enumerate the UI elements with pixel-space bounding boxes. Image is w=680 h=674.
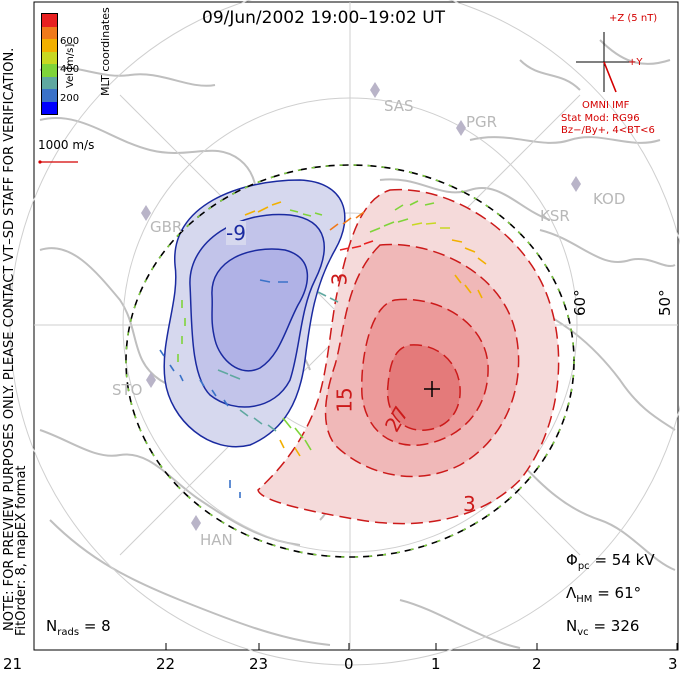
- colorbar-tick-600: 600: [60, 36, 80, 47]
- colorbar-band: [42, 89, 57, 102]
- mlt-label: 21: [3, 655, 23, 673]
- scale-vector-origin: [38, 160, 42, 164]
- colorbar-band: [42, 64, 57, 77]
- mlt-label: 2: [532, 655, 542, 673]
- stat-lambda-hm: ΛHM = 61°: [566, 584, 641, 605]
- imf-model: Stat Mod: RG96: [561, 113, 640, 124]
- velocity-vectors: [159, 200, 487, 498]
- colorbar-tick-200: 200: [60, 93, 80, 104]
- colorbar-band: [42, 39, 57, 52]
- station-label-sto: STO: [112, 381, 143, 399]
- mlt-axis: [33, 643, 678, 650]
- station-label-han: HAN: [200, 531, 233, 549]
- colorbar-band: [42, 26, 57, 39]
- boundary-vectors: [125, 164, 575, 558]
- stat-n-rads-value: = 8: [83, 617, 111, 635]
- mlt-label: 23: [249, 655, 269, 673]
- stat-n-vc-value: = 326: [593, 617, 640, 635]
- stat-lambda-hm-value: = 61°: [597, 584, 642, 602]
- fit-note: FitOrder: 8, mapEX format: [14, 465, 29, 636]
- colorbar-label: Vel [m/s]: [65, 43, 76, 88]
- contour-label-neg: -9: [226, 221, 246, 245]
- station-label-kod: KOD: [593, 190, 626, 208]
- contour-label-pos-tail: 3: [463, 492, 476, 516]
- colorbar-band: [42, 76, 57, 89]
- stat-phi-pc: Φpc = 54 kV: [566, 551, 655, 572]
- colorbar-band: [42, 51, 57, 64]
- colorbar: [41, 13, 58, 115]
- colorbar-tick-400: 400: [60, 64, 80, 75]
- positive-cell: [257, 188, 560, 525]
- station-label-sas: SAS: [384, 97, 414, 115]
- stat-n-vc: Nvc = 326: [566, 617, 639, 638]
- coords-label: MLT coordinates: [99, 7, 112, 96]
- lat-label-60: 60°: [571, 289, 589, 316]
- mlt-label: 1: [431, 655, 441, 673]
- station-label-pgr: PGR: [466, 113, 498, 131]
- imf-y-label: +Y: [628, 57, 643, 68]
- stat-lambda-hm-symbol: ΛHM: [566, 584, 593, 605]
- colorbar-band: [42, 14, 57, 27]
- imf-z-label: +Z (5 nT): [609, 13, 658, 24]
- mlt-label: 0: [344, 655, 354, 673]
- stat-n-rads-symbol: Nrads: [46, 617, 80, 638]
- station-label-gbr: GBR: [150, 218, 183, 236]
- station-markers: [141, 82, 581, 531]
- map-title: 09/Jun/2002 19:00–19:02 UT: [202, 8, 446, 28]
- station-label-ksr: KSR: [540, 207, 570, 225]
- stat-phi-pc-value: = 54 kV: [594, 551, 655, 569]
- mlt-label: 3: [668, 655, 678, 673]
- scale-vector-label: 1000 m/s: [38, 138, 95, 152]
- contour-label-pos-outer: 3: [327, 272, 352, 286]
- imf-bin: Bz−/By+, 4<BT<6: [561, 125, 655, 136]
- stat-n-vc-symbol: Nvc: [566, 617, 589, 638]
- lat-label-50: 50°: [656, 289, 674, 316]
- stat-n-rads: Nrads = 8: [46, 617, 111, 638]
- negative-cell: [163, 179, 346, 448]
- stat-phi-pc-symbol: Φpc: [566, 551, 590, 572]
- mlt-label: 22: [156, 655, 176, 673]
- imf-clock: [576, 32, 632, 93]
- contour-label-pos-mid: 15: [332, 387, 357, 413]
- imf-source: OMNI IMF: [582, 100, 630, 111]
- colorbar-band: [42, 101, 57, 114]
